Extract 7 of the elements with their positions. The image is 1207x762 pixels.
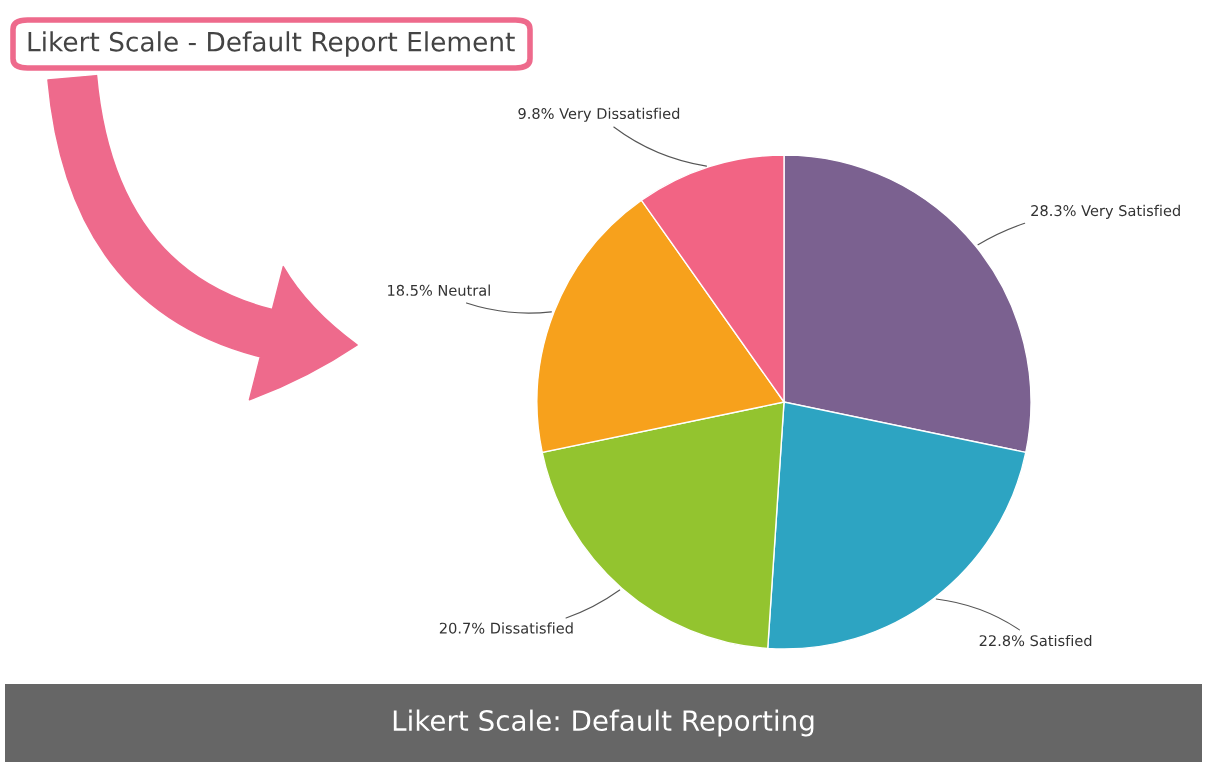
text: Likert Scale: Default Reporting: [393, 709, 814, 737]
slice-label: 20.7% Dissatisfied: [439, 622, 573, 634]
slice-label: 22.8% Satisfied: [979, 634, 1092, 647]
slice-label: 28.3% Very Satisfied: [1031, 204, 1180, 219]
chart-title: Likert Scale - Default Report Element: [28, 31, 515, 57]
slice-label: 18.5% Neutral: [388, 284, 490, 296]
slice-label: 9.8% Very Dissatisfied: [518, 107, 680, 122]
